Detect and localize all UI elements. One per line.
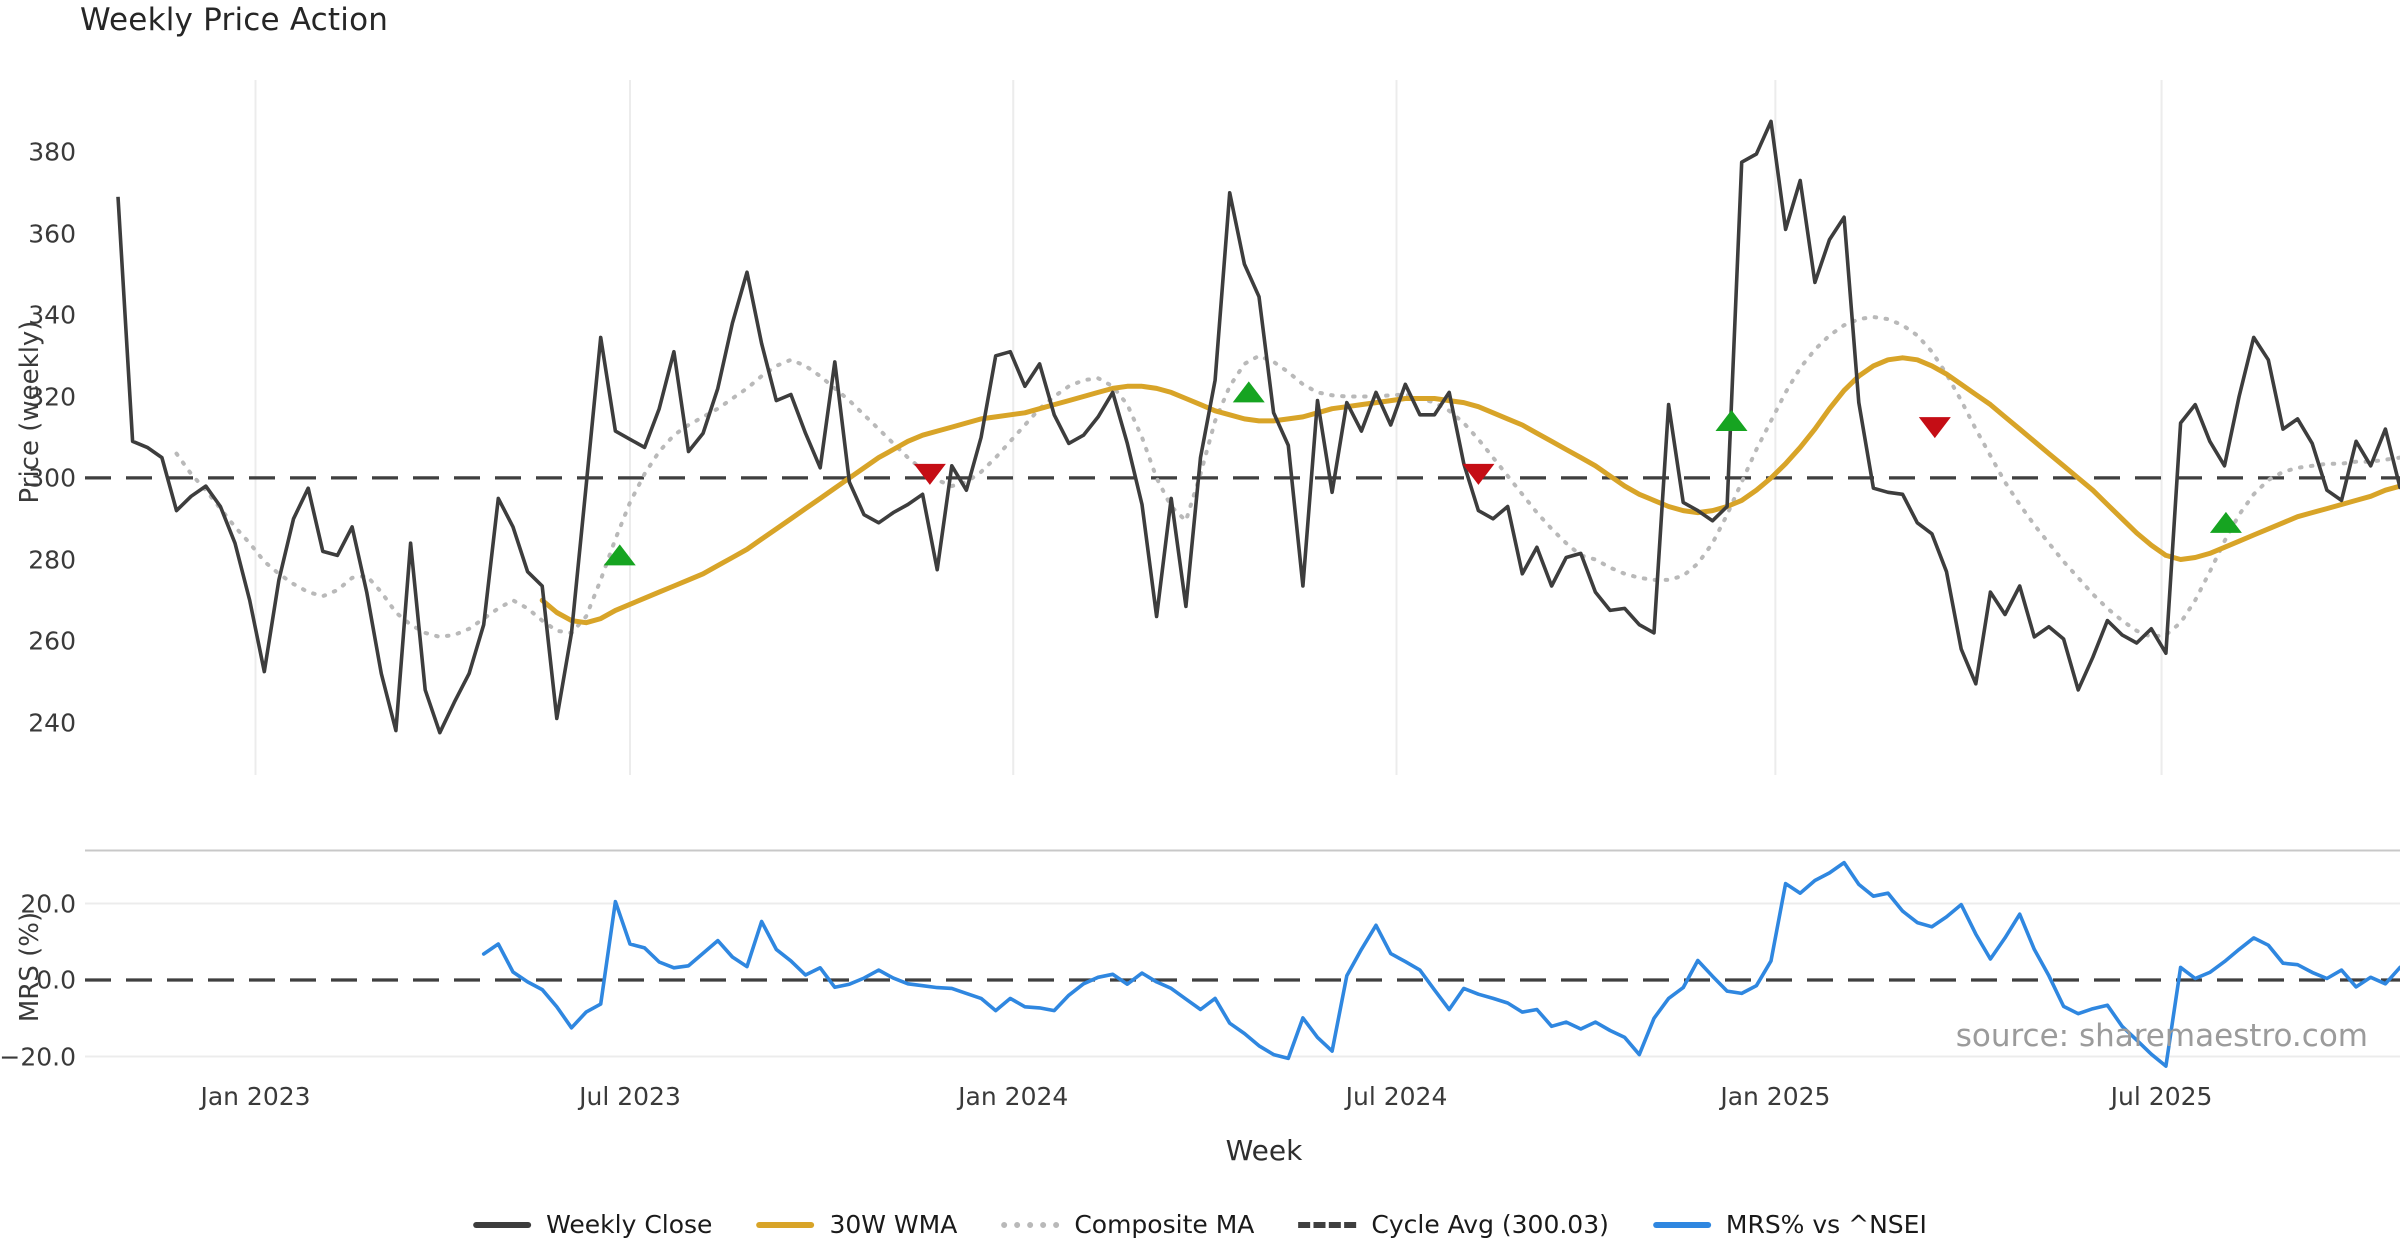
- legend-item-cycle-avg: Cycle Avg (300.03): [1298, 1210, 1609, 1239]
- price-y-tick-label: 300: [28, 463, 76, 493]
- x-tick-label: Jul 2024: [1345, 1082, 1448, 1111]
- legend-item-mrs: MRS% vs ^NSEI: [1652, 1210, 1927, 1239]
- mrs-y-tick-label: 20.0: [20, 889, 76, 918]
- price-y-tick-label: 380: [28, 137, 76, 167]
- legend-label: 30W WMA: [829, 1210, 958, 1239]
- watermark: source: sharemaestro.com: [1955, 1018, 2368, 1054]
- series-weekly-close: [116, 119, 2400, 735]
- sell-signal-marker: [913, 463, 946, 485]
- series-30w-wma: [539, 355, 2400, 626]
- wma-line-swatch-icon: [756, 1221, 815, 1228]
- series-composite-ma: [174, 315, 2400, 639]
- sell-signal-marker: [1462, 463, 1495, 485]
- legend-item-weekly-close: Weekly Close: [473, 1210, 712, 1239]
- price-y-tick-label: 320: [28, 382, 76, 411]
- legend-label: Weekly Close: [546, 1210, 713, 1239]
- buy-signal-marker: [1715, 409, 1748, 431]
- buy-signal-marker: [1232, 381, 1265, 403]
- x-tick-label: Jan 2025: [1720, 1082, 1831, 1111]
- x-tick-label: Jan 2024: [958, 1082, 1069, 1111]
- legend: Weekly Close 30W WMA Composite MA Cycle …: [473, 1210, 1927, 1239]
- price-y-tick-label: 360: [28, 219, 76, 248]
- legend-item-30w-wma: 30W WMA: [756, 1210, 957, 1239]
- page-title: Weekly Price Action: [80, 2, 389, 38]
- x-tick-label: Jul 2025: [2110, 1082, 2213, 1111]
- buy-signal-marker: [603, 544, 636, 566]
- series-mrs: [481, 860, 2400, 1068]
- weekly-close-line-swatch-icon: [473, 1221, 532, 1228]
- cycle-avg-dashed-swatch-icon: [1298, 1221, 1357, 1228]
- price-y-tick-label: 240: [28, 708, 76, 737]
- price-y-tick-label: 280: [28, 545, 76, 574]
- composite-ma-dotted-swatch-icon: [1001, 1221, 1060, 1228]
- x-tick-label: Jul 2023: [579, 1082, 681, 1111]
- buy-signal-marker: [2209, 511, 2242, 533]
- mrs-y-tick-label: 0.0: [36, 965, 76, 995]
- mrs-line-swatch-icon: [1652, 1221, 1711, 1228]
- x-tick-label: Jan 2023: [200, 1082, 311, 1111]
- x-axis-title: Week: [1225, 1134, 1303, 1167]
- price-y-tick-label: 340: [28, 300, 76, 330]
- legend-label: Cycle Avg (300.03): [1371, 1210, 1609, 1239]
- legend-item-composite-ma: Composite MA: [1001, 1210, 1254, 1239]
- legend-label: MRS% vs ^NSEI: [1725, 1210, 1927, 1239]
- price-y-tick-label: 260: [28, 626, 76, 656]
- legend-label: Composite MA: [1074, 1210, 1255, 1239]
- mrs-y-tick-label: −20.0: [0, 1042, 76, 1071]
- sell-signal-marker: [1918, 417, 1951, 439]
